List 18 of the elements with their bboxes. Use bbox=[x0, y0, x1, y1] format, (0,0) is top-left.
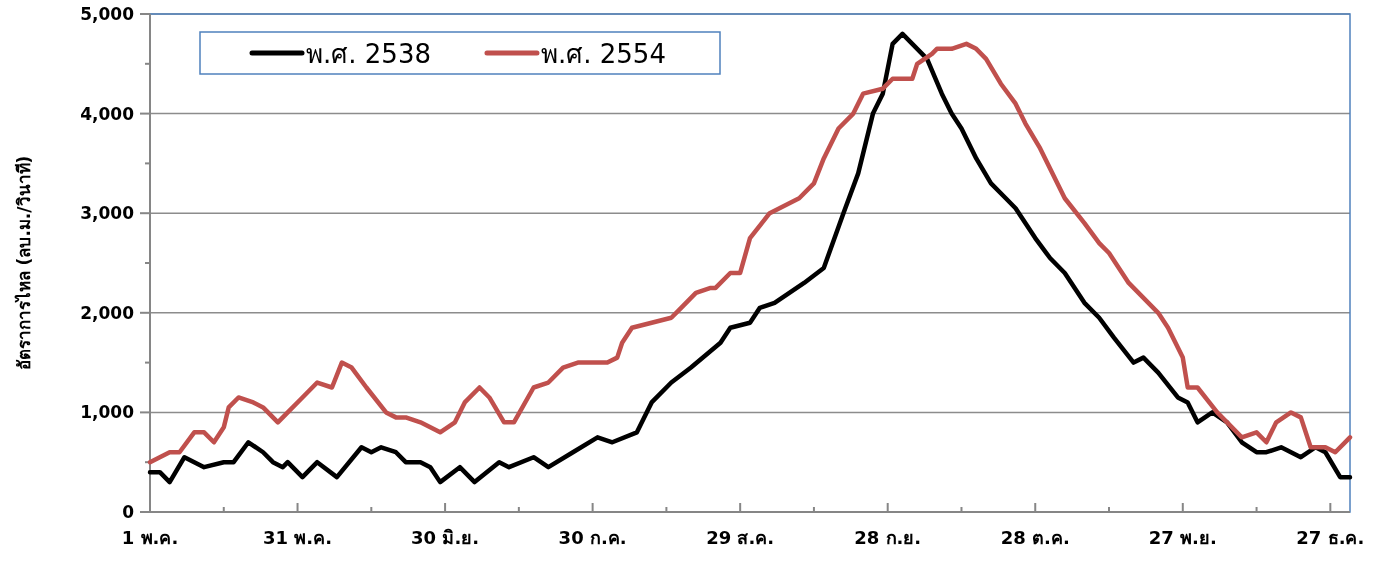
y-tick-label: 3,000 bbox=[80, 203, 135, 224]
y-tick-label: 0 bbox=[122, 502, 135, 522]
x-tick-label: 27 พ.ย. bbox=[1148, 527, 1217, 548]
legend-label: พ.ศ. 2554 bbox=[540, 39, 666, 69]
y-axis-title: อัตราการไหล (ลบ.ม./วินาที) bbox=[14, 155, 34, 371]
x-tick-label: 27 ธ.ค. bbox=[1296, 527, 1365, 548]
y-tick-label: 5,000 bbox=[80, 4, 135, 24]
y-tick-label: 2,000 bbox=[80, 302, 135, 323]
x-tick-label: 28 ก.ย. bbox=[854, 527, 922, 548]
legend-label: พ.ศ. 2538 bbox=[306, 39, 431, 69]
x-tick-label: 30 ก.ค. bbox=[558, 527, 627, 548]
y-tick-label: 1,000 bbox=[80, 402, 135, 423]
y-tick-label: 4,000 bbox=[80, 103, 135, 124]
x-tick-label: 30 มิ.ย. bbox=[411, 527, 480, 548]
x-tick-label: 1 พ.ค. bbox=[121, 527, 179, 548]
x-tick-label: 28 ต.ค. bbox=[1000, 527, 1070, 548]
x-tick-label: 29 ส.ค. bbox=[706, 527, 775, 548]
x-tick-label: 31 พ.ค. bbox=[263, 527, 333, 548]
